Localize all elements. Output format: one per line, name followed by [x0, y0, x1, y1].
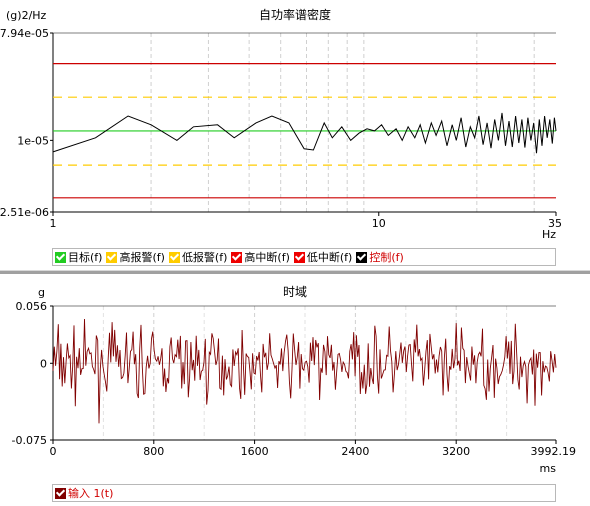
- checkbox-icon[interactable]: [55, 251, 66, 263]
- psd-x-tick-label: 10: [372, 217, 386, 230]
- checkbox-icon[interactable]: [293, 251, 305, 263]
- psd-x-tick-label: 35: [548, 217, 562, 230]
- psd-x-unit: Hz: [542, 228, 556, 241]
- time-chart-panel: 时域 g 0.056 0 -0.075 0 800 1600 2400 3200 3992.19 ms…: [0, 274, 590, 506]
- time-x-tick-label: 3992.19: [531, 445, 577, 458]
- time-legend: 输入 1(t): [52, 484, 556, 502]
- psd-x-tick-label: 1: [50, 217, 57, 230]
- psd-legend-item[interactable]: 目标(f): [55, 249, 102, 265]
- time-x-tick-label: 2400: [341, 445, 369, 458]
- legend-label: 输入 1(t): [68, 487, 114, 500]
- legend-label: 目标(f): [68, 251, 103, 264]
- legend-label: 高报警(f): [119, 251, 165, 264]
- time-y-label: g: [38, 286, 45, 299]
- checkbox-icon[interactable]: [231, 251, 243, 263]
- time-x-tick-label: 3200: [442, 445, 470, 458]
- time-title: 时域: [283, 285, 307, 299]
- time-x-tick-label: 0: [50, 445, 57, 458]
- time-x-tick-label: 800: [143, 445, 164, 458]
- time-series-line: [52, 318, 557, 424]
- psd-y-tick-label: 1e-05: [17, 134, 49, 147]
- legend-label: 低报警(f): [181, 251, 228, 264]
- checkbox-icon[interactable]: [106, 251, 118, 263]
- psd-legend-item[interactable]: 高报警(f): [106, 249, 165, 265]
- psd-legend-item[interactable]: 低报警(f): [168, 249, 228, 265]
- psd-chart-panel: 自功率谱密度 (g)2/Hz 7.94e-05 1e-05 2.51e-06 1 10 35 H…: [0, 0, 590, 270]
- psd-y-label: (g)2/Hz: [6, 9, 47, 22]
- psd-y-tick-label: 7.94e-05: [0, 27, 49, 40]
- psd-legend-item[interactable]: 高中断(f): [231, 249, 290, 265]
- time-y-tick-label: 0: [40, 357, 47, 370]
- psd-y-tick-label: 2.51e-06: [0, 206, 49, 219]
- checkbox-icon[interactable]: [55, 487, 66, 499]
- time-y-tick-label: 0.056: [16, 300, 48, 313]
- psd-legend: 目标(f) 高报警(f) 低报警(f) 高中断(f) 低中断(f) 控制(f): [52, 248, 556, 266]
- legend-label: 低中断(f): [306, 251, 353, 264]
- time-x-tick-label: 1600: [241, 445, 269, 458]
- time-y-tick-label: -0.075: [12, 434, 47, 447]
- time-legend-item[interactable]: 输入 1(t): [55, 485, 113, 501]
- legend-label: 高中断(f): [244, 251, 290, 264]
- checkbox-icon[interactable]: [356, 251, 368, 263]
- checkbox-icon[interactable]: [168, 251, 180, 263]
- legend-label: 控制(f): [369, 251, 404, 264]
- psd-legend-item[interactable]: 低中断(f): [293, 249, 353, 265]
- psd-legend-item[interactable]: 控制(f): [356, 249, 404, 265]
- psd-chart: 自功率谱密度 (g)2/Hz 7.94e-05 1e-05 2.51e-061 10 35H…: [0, 7, 562, 241]
- panel-divider[interactable]: [0, 270, 590, 274]
- psd-series-line: [52, 112, 557, 154]
- time-x-unit: ms: [540, 462, 557, 475]
- psd-title: 自功率谱密度: [259, 7, 331, 22]
